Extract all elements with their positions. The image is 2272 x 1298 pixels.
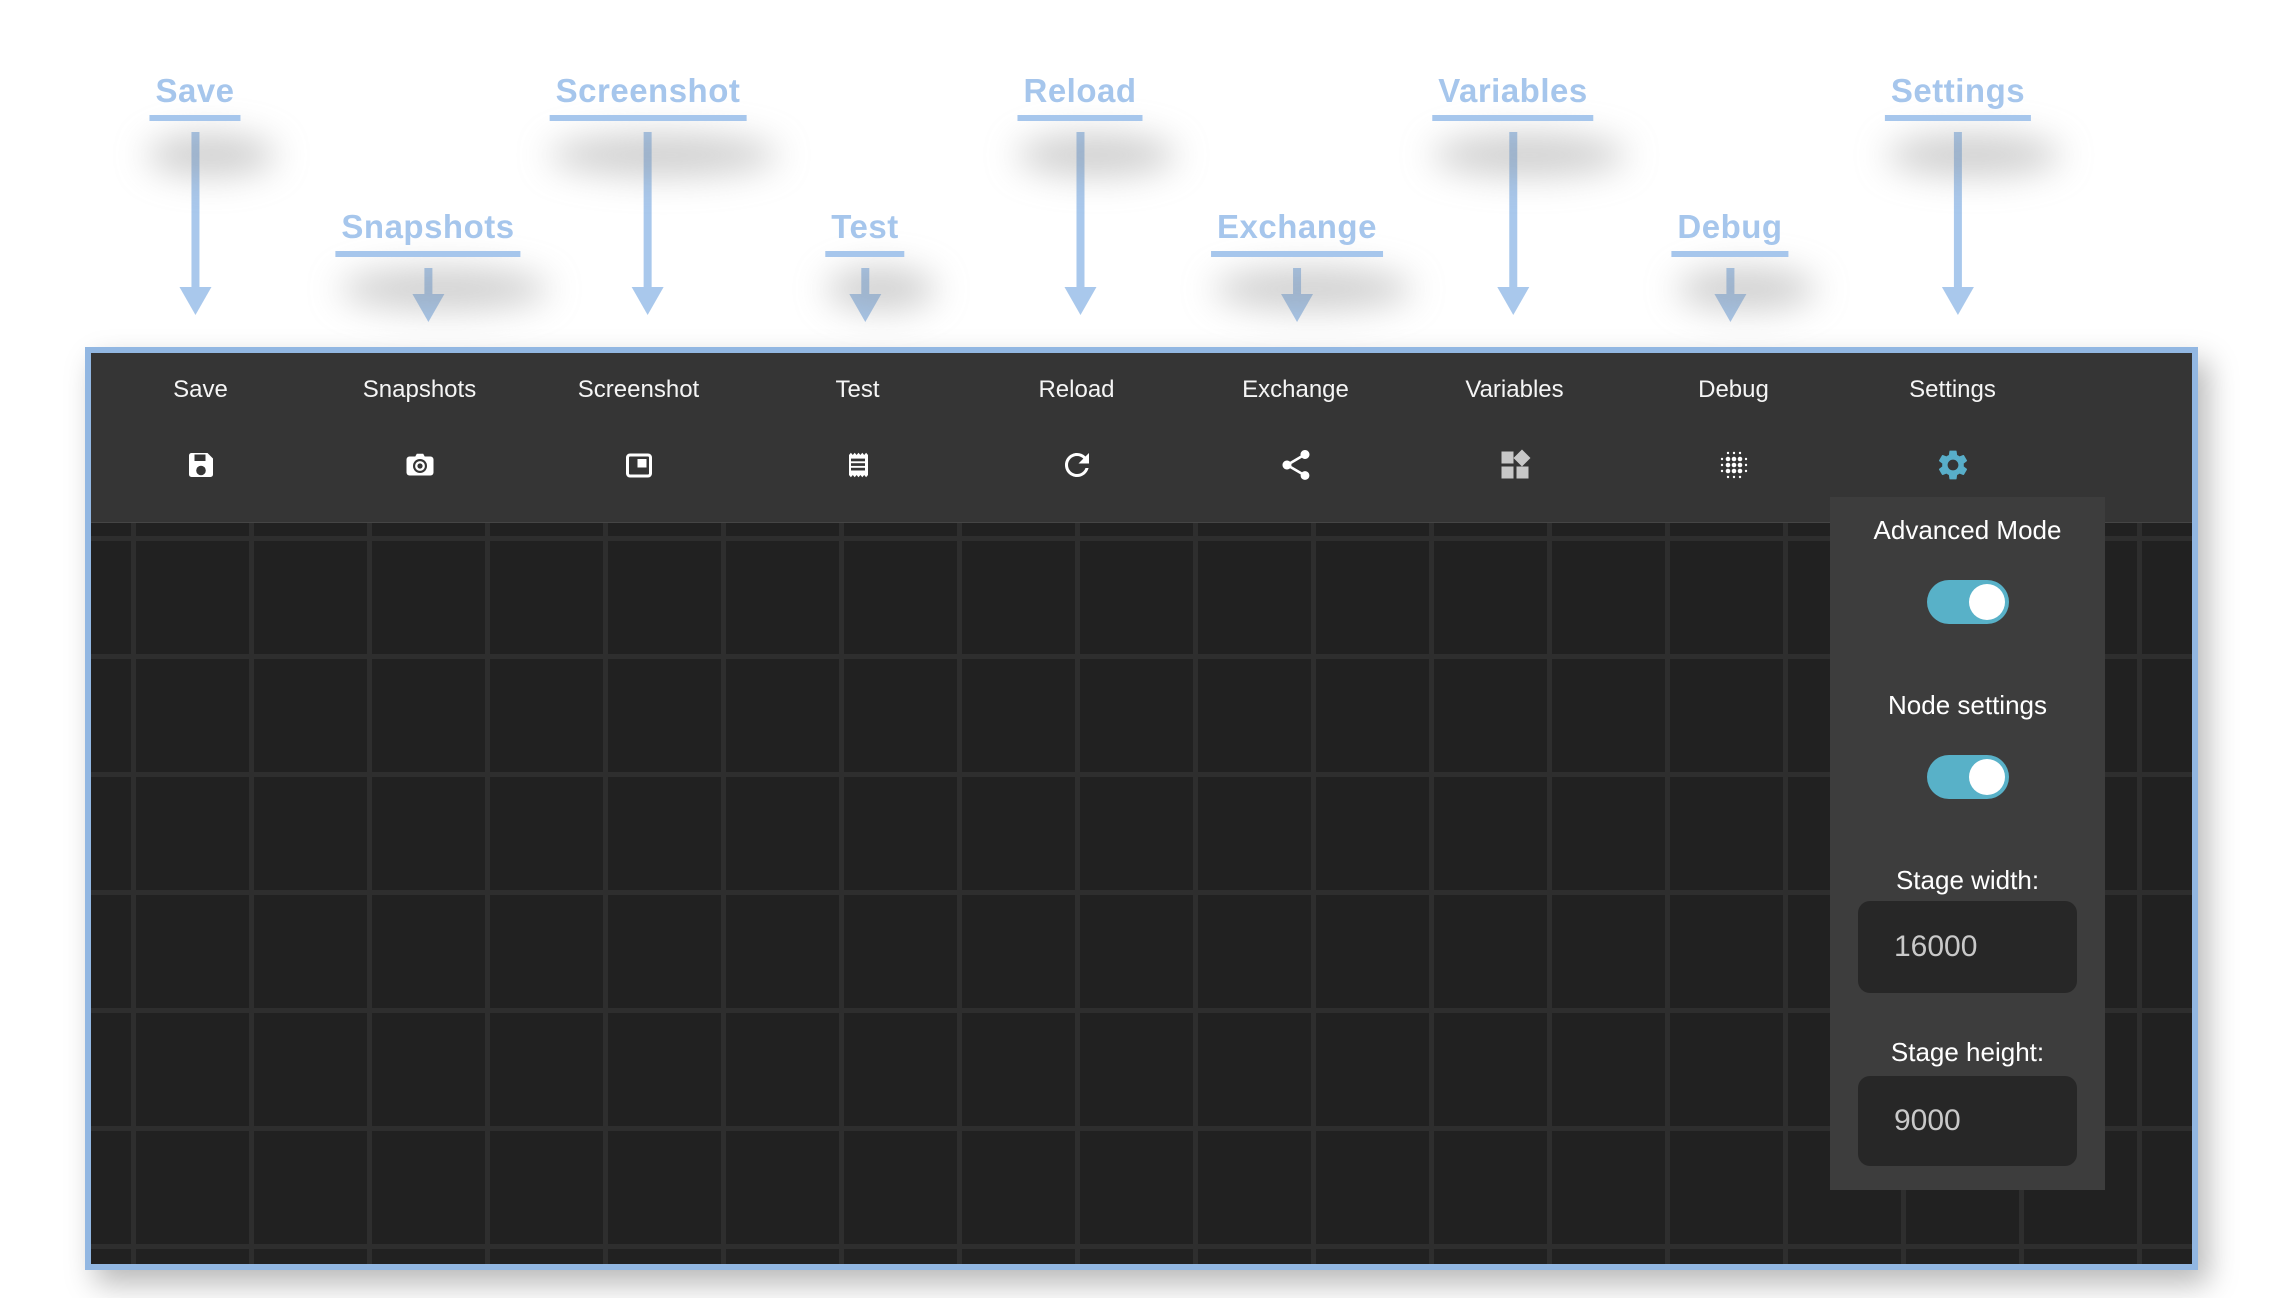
label-shadow [1213, 268, 1413, 310]
arrow-down-icon [849, 294, 881, 322]
advanced-mode-toggle[interactable] [1926, 580, 2009, 624]
annotation-exchange-link[interactable]: Exchange [1211, 208, 1383, 257]
picture-in-picture-icon [621, 447, 657, 483]
toolbar-item-debug[interactable]: Debug [1624, 353, 1843, 522]
arrow-line [1954, 132, 1962, 287]
annotation-variables: Variables [1431, 72, 1627, 315]
toolbar-item-snapshots-label: Snapshots [362, 376, 477, 403]
camera-icon [402, 447, 438, 483]
annotation-snapshots-link[interactable]: Snapshots [335, 208, 521, 257]
label-shadow [338, 268, 549, 310]
toolbar-item-snapshots[interactable]: Snapshots [310, 353, 529, 522]
arrow-down-icon [178, 287, 211, 315]
arrow-down-icon [1064, 287, 1096, 315]
annotation-test: Test [825, 208, 936, 322]
toolbar-item-test-label: Test [835, 376, 880, 403]
main-toolbar: Save Snapshots [91, 353, 2192, 523]
node-settings-toggle[interactable] [1926, 755, 2009, 799]
arrow-line [1508, 132, 1517, 287]
annotation-screenshot: Screenshot [548, 72, 779, 315]
annotation-variables-link[interactable]: Variables [1432, 72, 1594, 121]
toolbar-item-exchange[interactable]: Exchange [1186, 353, 1405, 522]
annotation-save: Save [145, 72, 276, 315]
arrow-down-icon [1713, 294, 1746, 322]
annotation-debug-link[interactable]: Debug [1671, 208, 1789, 257]
settings-dropdown: Advanced Mode Node settings Stage width:… [1830, 497, 2105, 1190]
gear-icon [1935, 447, 1971, 483]
floppy-save-icon [183, 447, 219, 483]
toolbar-item-exchange-label: Exchange [1242, 376, 1349, 403]
arrow-line [423, 268, 432, 294]
arrow-line [190, 132, 199, 287]
arrow-down-icon [1942, 287, 1974, 315]
annotation-screenshot-link[interactable]: Screenshot [549, 72, 747, 121]
toolbar-item-save[interactable]: Save [91, 353, 310, 522]
refresh-icon [1059, 447, 1095, 483]
annotation-test-link[interactable]: Test [825, 208, 905, 257]
toolbar-item-debug-label: Debug [1698, 376, 1769, 403]
arrow-line [861, 268, 869, 294]
receipt-icon [840, 447, 876, 483]
stage-height-input[interactable] [1858, 1076, 2077, 1166]
annotation-snapshots: Snapshots [335, 208, 549, 322]
annotation-settings-link[interactable]: Settings [1884, 72, 2032, 121]
arrow-line [1725, 268, 1734, 294]
stage-width-label: Stage width: [1895, 865, 2040, 895]
toolbar-item-save-label: Save [173, 376, 228, 403]
stage-height-label: Stage height: [1890, 1037, 2045, 1067]
label-shadow [1675, 268, 1816, 310]
arrow-line [1293, 268, 1301, 294]
dot-grid-icon [1716, 447, 1752, 483]
arrow-line [1076, 132, 1084, 287]
toolbar-item-screenshot-label: Screenshot [577, 376, 700, 403]
annotation-reload: Reload [1016, 72, 1176, 315]
toolbar-item-reload[interactable]: Reload [967, 353, 1186, 522]
arrow-down-icon [631, 287, 664, 315]
annotation-settings: Settings [1884, 72, 2062, 315]
arrow-down-icon [1496, 287, 1529, 315]
annotation-debug: Debug [1671, 208, 1816, 322]
app-window: Save Snapshots [85, 347, 2198, 1270]
annotation-reload-link[interactable]: Reload [1017, 72, 1143, 121]
toolbar-item-variables[interactable]: Variables [1405, 353, 1624, 522]
annotation-exchange: Exchange [1211, 208, 1413, 322]
arrow-line [643, 132, 652, 287]
label-shadow [826, 268, 936, 310]
advanced-mode-label: Advanced Mode [1873, 515, 2062, 545]
share-icon [1278, 447, 1314, 483]
annotation-save-link[interactable]: Save [149, 72, 241, 121]
node-settings-label: Node settings [1888, 690, 2047, 720]
toolbar-item-reload-label: Reload [1038, 376, 1115, 403]
label-shadow [1886, 134, 2062, 176]
toolbar-item-settings-label: Settings [1909, 376, 1996, 403]
label-shadow [548, 134, 779, 176]
stage-width-input[interactable] [1858, 901, 2077, 993]
arrow-down-icon [1281, 294, 1313, 322]
label-shadow [1431, 134, 1627, 176]
widgets-icon [1497, 447, 1533, 483]
toolbar-item-settings[interactable]: Settings [1843, 353, 2062, 522]
toolbar-item-screenshot[interactable]: Screenshot [529, 353, 748, 522]
label-shadow [1016, 134, 1176, 176]
arrow-down-icon [411, 294, 444, 322]
toolbar-item-variables-label: Variables [1465, 376, 1564, 403]
label-shadow [145, 134, 276, 176]
toolbar-item-test[interactable]: Test [748, 353, 967, 522]
